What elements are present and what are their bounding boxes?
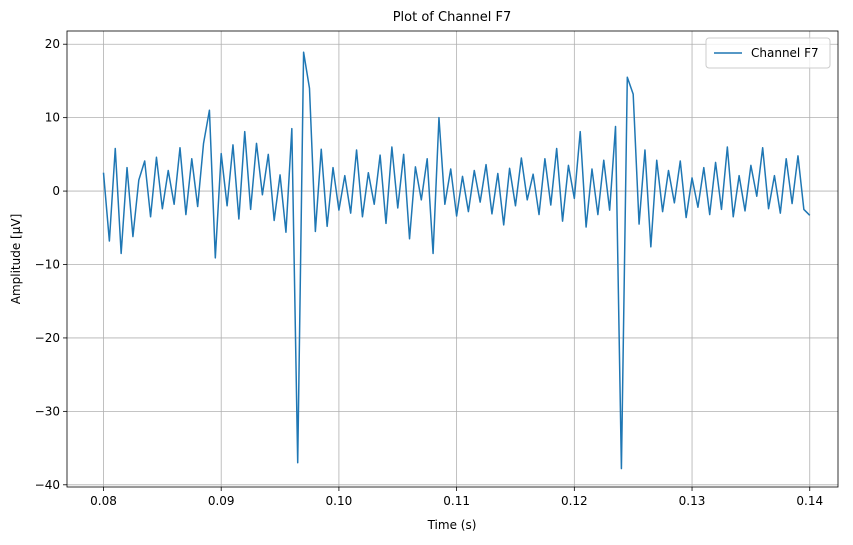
y-axis-label: Amplitude [µV] [9, 214, 23, 305]
x-tick-label: 0.09 [208, 494, 235, 508]
y-tick-label: 10 [45, 111, 60, 125]
legend-box [705, 37, 831, 69]
axes-frame [66, 30, 839, 488]
y-tick-label: −10 [35, 258, 60, 272]
legend-label: Channel F7 [751, 46, 819, 60]
y-tick-label: 0 [52, 184, 60, 198]
legend: Channel F7 [705, 37, 831, 69]
x-tick-label: 0.12 [561, 494, 588, 508]
x-tick-label: 0.10 [326, 494, 353, 508]
axes: 0.08 0.09 0.10 0.11 0.12 0.13 0.14 −40 −30 −20 −10… [35, 37, 823, 508]
y-tick-label: −20 [35, 331, 60, 345]
x-tick-label: 0.11 [443, 494, 470, 508]
data-line [102, 51, 811, 470]
x-axis-label: Time (s) [427, 518, 477, 532]
x-tick-label: 0.14 [796, 494, 823, 508]
y-tick-label: −30 [35, 404, 60, 418]
plot [102, 51, 811, 470]
x-tick-label: 0.08 [90, 494, 117, 508]
y-tick-label: −40 [35, 478, 60, 492]
chart-title: Plot of Channel F7 [393, 10, 512, 25]
y-tick-label: 20 [45, 37, 60, 51]
x-tick-label: 0.13 [679, 494, 706, 508]
